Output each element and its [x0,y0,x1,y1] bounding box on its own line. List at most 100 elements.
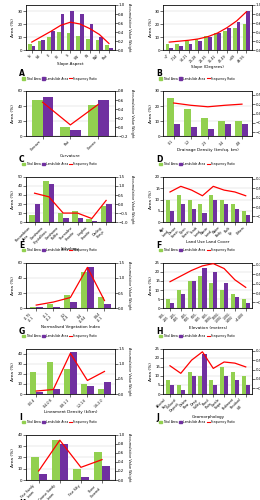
Bar [87,386,94,394]
Bar [99,38,103,50]
Bar [242,211,246,222]
Bar [181,204,185,222]
Bar [218,121,225,136]
Bar [47,362,53,394]
Bar [184,109,191,136]
Text: D: D [157,155,163,164]
Bar [224,204,228,222]
Bar [203,268,206,308]
Bar [188,44,192,50]
Bar [87,266,94,308]
Bar [94,452,102,480]
Bar [231,372,235,394]
Bar [204,36,208,50]
Text: K: K [19,499,25,500]
Legend: Total Area, Landslide Area, Frequency Ratio: Total Area, Landslide Area, Frequency Ra… [158,419,236,426]
Text: E: E [19,241,24,250]
Bar [166,200,170,222]
Bar [60,444,68,480]
Bar [96,40,99,50]
Bar [38,41,41,50]
Bar [235,297,239,308]
Y-axis label: Area (%): Area (%) [11,448,15,467]
Bar [53,306,60,308]
Bar [233,28,237,50]
Bar [177,195,181,222]
Bar [70,352,77,394]
Bar [64,294,70,308]
Bar [166,299,170,308]
Bar [32,46,35,50]
Bar [105,45,109,50]
Legend: Total Area, Landslide Area, Frequency Ratio: Total Area, Landslide Area, Frequency Ra… [21,419,98,426]
Bar [51,31,55,50]
Legend: Total Area, Landslide Area, Frequency Ratio: Total Area, Landslide Area, Frequency Ra… [21,333,98,340]
Bar [235,208,239,222]
Y-axis label: Area (%): Area (%) [11,362,15,381]
Legend: Total Area, Landslide Area, Frequency Ratio: Total Area, Landslide Area, Frequency Ra… [158,161,236,168]
Bar [101,206,106,222]
Bar [198,276,203,308]
Bar [102,466,110,480]
Bar [203,213,206,222]
Bar [192,281,196,308]
Bar [57,32,61,50]
Bar [80,14,84,50]
Bar [220,367,224,394]
X-axis label: Drainage Density (km/sq. km): Drainage Density (km/sq. km) [177,148,239,152]
Legend: Total Area, Landslide Area, Frequency Ratio: Total Area, Landslide Area, Frequency Ra… [158,333,236,340]
Bar [246,216,250,222]
Bar [64,369,70,394]
Bar [63,218,69,222]
Bar [181,390,185,394]
Bar [203,354,206,394]
Bar [77,218,83,222]
X-axis label: Lithology: Lithology [61,248,80,252]
Bar [246,385,250,394]
Bar [86,220,92,222]
Bar [70,12,74,50]
Bar [36,392,43,394]
Y-axis label: Accumulative Value Weight: Accumulative Value Weight [127,4,131,52]
X-axis label: Lineament Density (k/km): Lineament Density (k/km) [44,410,97,414]
Bar [81,476,89,480]
Bar [209,195,213,222]
Bar [224,376,228,394]
Bar [209,283,213,308]
Bar [170,302,174,308]
Bar [242,299,246,308]
Bar [213,385,217,394]
Bar [217,34,221,50]
Bar [43,182,49,222]
Text: F: F [157,241,162,250]
Bar [187,372,192,394]
Bar [29,215,35,222]
Y-axis label: Area (%): Area (%) [11,104,15,123]
Bar [209,380,213,394]
Bar [49,184,54,222]
Bar [53,389,60,394]
Bar [81,384,87,394]
Bar [236,121,242,136]
Text: I: I [19,413,22,422]
Bar [67,34,70,50]
Bar [220,290,224,308]
Y-axis label: Area (%): Area (%) [149,276,153,295]
Bar [92,221,97,222]
Bar [246,302,250,308]
Bar [170,211,174,222]
Bar [166,380,170,394]
Bar [208,128,214,136]
Bar [166,44,169,50]
Bar [30,306,36,308]
Bar [237,22,241,50]
Bar [76,36,80,50]
Bar [106,204,112,222]
Bar [28,44,32,50]
Y-axis label: Accumulative Value Weight: Accumulative Value Weight [127,347,131,396]
Bar [70,302,77,308]
Text: C: C [19,155,24,164]
Y-axis label: Area (%): Area (%) [149,18,153,37]
Legend: Total Area, Landslide Area, Frequency Ratio: Total Area, Landslide Area, Frequency Ra… [158,247,236,254]
X-axis label: Normalised Vegetation Index: Normalised Vegetation Index [41,325,100,329]
